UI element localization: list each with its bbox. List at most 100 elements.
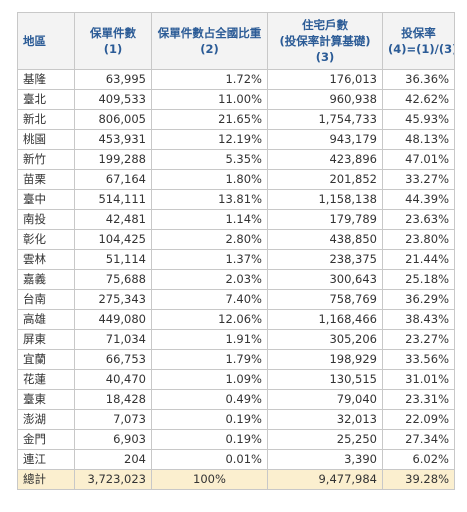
cell-households: 201,852 [267, 169, 383, 190]
cell-share: 2.80% [151, 229, 268, 250]
table-row: 新北 806,005 21.65% 1,754,733 45.93% [17, 109, 455, 130]
cell-rate: 44.39% [382, 189, 455, 210]
table-row: 連江 204 0.01% 3,390 6.02% [17, 449, 455, 470]
header-rate-formula: (4)=(1)/(3) [388, 42, 455, 56]
cell-rate: 23.27% [382, 329, 455, 350]
cell-share: 1.72% [151, 69, 268, 90]
cell-share: 0.01% [151, 449, 268, 470]
table-row: 南投 42,481 1.14% 179,789 23.63% [17, 209, 455, 230]
cell-region: 高雄 [17, 309, 75, 330]
table-header: 地區 保單件數 (1) 保單件數占全國比重 (2) 住宅戶數 (投保率計算基礎)… [17, 12, 455, 70]
cell-share: 13.81% [151, 189, 268, 210]
table-row: 雲林 51,114 1.37% 238,375 21.44% [17, 249, 455, 270]
cell-rate: 36.36% [382, 69, 455, 90]
header-rate-title: 投保率 [401, 26, 436, 40]
cell-region: 澎湖 [17, 409, 75, 430]
header-region-label: 地區 [23, 34, 46, 48]
table-row: 宜蘭 66,753 1.79% 198,929 33.56% [17, 349, 455, 370]
cell-rate: 36.29% [382, 289, 455, 310]
cell-rate: 47.01% [382, 149, 455, 170]
cell-share: 1.79% [151, 349, 268, 370]
table-row: 屏東 71,034 1.91% 305,206 23.27% [17, 329, 455, 350]
cell-policies: 6,903 [74, 429, 152, 450]
table-row: 苗栗 67,164 1.80% 201,852 33.27% [17, 169, 455, 190]
cell-households: 238,375 [267, 249, 383, 270]
cell-households: 423,896 [267, 149, 383, 170]
cell-policies: 42,481 [74, 209, 152, 230]
cell-share: 11.00% [151, 89, 268, 110]
cell-share: 1.14% [151, 209, 268, 230]
cell-rate: 33.27% [382, 169, 455, 190]
cell-region: 彰化 [17, 229, 75, 250]
cell-households: 300,643 [267, 269, 383, 290]
header-policies-title: 保單件數 [90, 26, 136, 40]
cell-rate: 27.34% [382, 429, 455, 450]
cell-rate: 23.31% [382, 389, 455, 410]
cell-households: 79,040 [267, 389, 383, 410]
table-row: 臺東 18,428 0.49% 79,040 23.31% [17, 389, 455, 410]
cell-households: 179,789 [267, 209, 383, 230]
cell-region: 花蓮 [17, 369, 75, 390]
table-row: 臺北 409,533 11.00% 960,938 42.62% [17, 89, 455, 110]
cell-households: 960,938 [267, 89, 383, 110]
cell-region: 宜蘭 [17, 349, 75, 370]
cell-share: 21.65% [151, 109, 268, 130]
table-row: 新竹 199,288 5.35% 423,896 47.01% [17, 149, 455, 170]
cell-policies: 67,164 [74, 169, 152, 190]
table-row: 澎湖 7,073 0.19% 32,013 22.09% [17, 409, 455, 430]
table-row: 高雄 449,080 12.06% 1,168,466 38.43% [17, 309, 455, 330]
cell-rate: 42.62% [382, 89, 455, 110]
cell-rate: 48.13% [382, 129, 455, 150]
cell-households: 758,769 [267, 289, 383, 310]
cell-region: 臺北 [17, 89, 75, 110]
total-cell-region: 總計 [17, 469, 75, 490]
insurance-table-container: 地區 保單件數 (1) 保單件數占全國比重 (2) 住宅戶數 (投保率計算基礎)… [17, 12, 455, 490]
cell-region: 臺東 [17, 389, 75, 410]
total-cell-policies: 3,723,023 [74, 469, 152, 490]
cell-policies: 204 [74, 449, 152, 470]
cell-policies: 7,073 [74, 409, 152, 430]
cell-households: 943,179 [267, 129, 383, 150]
cell-region: 新竹 [17, 149, 75, 170]
total-cell-share: 100% [151, 469, 268, 490]
cell-households: 1,754,733 [267, 109, 383, 130]
cell-region: 苗栗 [17, 169, 75, 190]
table-row: 臺中 514,111 13.81% 1,158,138 44.39% [17, 189, 455, 210]
cell-households: 32,013 [267, 409, 383, 430]
cell-households: 176,013 [267, 69, 383, 90]
cell-rate: 33.56% [382, 349, 455, 370]
cell-policies: 453,931 [74, 129, 152, 150]
cell-share: 1.91% [151, 329, 268, 350]
total-cell-rate: 39.28% [382, 469, 455, 490]
table-row: 桃園 453,931 12.19% 943,179 48.13% [17, 129, 455, 150]
cell-households: 1,168,466 [267, 309, 383, 330]
table-row: 基隆 63,995 1.72% 176,013 36.36% [17, 69, 455, 90]
cell-rate: 25.18% [382, 269, 455, 290]
cell-policies: 199,288 [74, 149, 152, 170]
cell-share: 2.03% [151, 269, 268, 290]
cell-share: 1.09% [151, 369, 268, 390]
cell-rate: 21.44% [382, 249, 455, 270]
cell-policies: 66,753 [74, 349, 152, 370]
cell-policies: 104,425 [74, 229, 152, 250]
cell-share: 5.35% [151, 149, 268, 170]
cell-region: 連江 [17, 449, 75, 470]
header-policies-index: (1) [103, 42, 123, 56]
header-households-title: 住宅戶數 [302, 18, 348, 32]
cell-region: 台南 [17, 289, 75, 310]
insurance-rate-table: 地區 保單件數 (1) 保單件數占全國比重 (2) 住宅戶數 (投保率計算基礎)… [17, 12, 455, 490]
cell-share: 0.19% [151, 409, 268, 430]
cell-households: 438,850 [267, 229, 383, 250]
total-row: 總計 3,723,023 100% 9,477,984 39.28% [17, 469, 455, 490]
cell-share: 12.19% [151, 129, 268, 150]
cell-policies: 449,080 [74, 309, 152, 330]
cell-share: 1.80% [151, 169, 268, 190]
table-row: 花蓮 40,470 1.09% 130,515 31.01% [17, 369, 455, 390]
cell-region: 金門 [17, 429, 75, 450]
cell-households: 3,390 [267, 449, 383, 470]
cell-policies: 514,111 [74, 189, 152, 210]
table-row: 金門 6,903 0.19% 25,250 27.34% [17, 429, 455, 450]
cell-region: 臺中 [17, 189, 75, 210]
header-share-title: 保單件數占全國比重 [157, 26, 262, 40]
cell-rate: 38.43% [382, 309, 455, 330]
